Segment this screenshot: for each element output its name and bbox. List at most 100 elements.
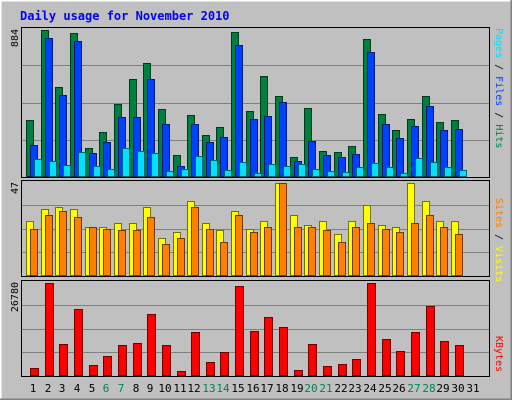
bar-kbytes-12: [191, 332, 200, 376]
bar-files-30: [455, 129, 463, 177]
x-tick-label-25: 25: [378, 382, 391, 395]
bar-pages-24: [371, 163, 379, 177]
panel-hits-max-label: 884: [10, 29, 21, 47]
x-axis-day-labels: 1 2 3 4 5 6 7 8 9 10 11 12 13 14 15 16 17 18 19 20 21 22 23 24 2…: [30, 382, 480, 395]
x-tick-label-10: 10: [158, 382, 171, 395]
bar-sites-28: [426, 215, 434, 276]
bar-sites-6: [103, 229, 111, 276]
bar-files-3: [59, 95, 67, 177]
bar-kbytes-26: [396, 351, 405, 376]
bar-kbytes-16: [250, 331, 259, 376]
x-tick-label-30: 30: [451, 382, 464, 395]
legend-part: Visits: [493, 246, 504, 282]
x-tick-label-6: 6: [103, 382, 110, 395]
x-tick-label-23: 23: [348, 382, 361, 395]
bar-kbytes-27: [411, 332, 420, 376]
bar-kbytes-21: [323, 366, 332, 376]
x-tick-label-28: 28: [422, 382, 435, 395]
bar-pages-22: [342, 172, 350, 177]
bar-sites-15: [235, 215, 243, 276]
bar-pages-5: [93, 166, 101, 177]
bar-sites-16: [250, 232, 258, 276]
bar-pages-28: [430, 162, 438, 177]
legend-part: Pages: [493, 28, 504, 58]
bar-kbytes-10: [162, 345, 171, 376]
bar-pages-12: [195, 156, 203, 177]
bar-kbytes-23: [352, 359, 361, 376]
bar-pages-3: [63, 165, 71, 177]
bar-sites-11: [177, 238, 185, 276]
bar-pages-11: [181, 169, 189, 177]
legend-part: KBytes: [493, 336, 504, 372]
x-tick-label-5: 5: [89, 382, 96, 395]
legend-part: /: [493, 228, 504, 246]
x-tick-label-31: 31: [466, 382, 479, 395]
bar-pages-23: [356, 167, 364, 177]
bar-kbytes-19: [294, 370, 303, 376]
bar-sites-17: [264, 227, 272, 276]
bar-sites-29: [440, 227, 448, 276]
panel-kbytes-max-label: 26780: [10, 282, 21, 312]
bar-pages-26: [400, 173, 408, 177]
bar-pages-16: [254, 173, 262, 177]
bar-files-26: [396, 138, 404, 177]
bar-sites-1: [30, 229, 38, 276]
x-tick-label-11: 11: [173, 382, 186, 395]
bar-pages-6: [107, 169, 115, 177]
bar-sites-3: [59, 211, 67, 276]
bar-sites-4: [74, 217, 82, 276]
x-tick-label-19: 19: [290, 382, 303, 395]
panel-hits-legend: Pages / Files / Hits: [493, 28, 504, 148]
x-tick-label-14: 14: [216, 382, 230, 395]
bar-sites-24: [367, 223, 375, 276]
legend-part: Hits: [493, 124, 504, 148]
bar-kbytes-17: [264, 317, 273, 376]
bar-kbytes-9: [147, 314, 156, 376]
bar-sites-19: [294, 227, 302, 276]
bar-sites-9: [147, 217, 155, 276]
panel-visits-border: [21, 180, 490, 277]
bar-kbytes-8: [133, 343, 142, 376]
bar-kbytes-14: [220, 352, 229, 376]
legend-part: /: [493, 106, 504, 124]
bar-kbytes-29: [440, 341, 449, 376]
bar-kbytes-25: [382, 339, 391, 376]
bar-kbytes-20: [308, 344, 317, 376]
x-tick-label-24: 24: [363, 382, 377, 395]
x-tick-label-17: 17: [260, 382, 273, 395]
bar-pages-18: [283, 166, 291, 177]
panel-visits-max-label: 47: [10, 182, 21, 194]
bar-pages-20: [312, 169, 320, 177]
bar-kbytes-24: [367, 283, 376, 376]
bar-kbytes-28: [426, 306, 435, 376]
bar-files-18: [279, 102, 287, 177]
bar-kbytes-11: [177, 371, 186, 376]
bar-sites-30: [455, 234, 463, 276]
bar-pages-10: [166, 171, 174, 177]
bar-pages-14: [224, 170, 232, 177]
x-tick-label-8: 8: [133, 382, 140, 395]
bar-kbytes-7: [118, 345, 127, 376]
panel-kbytes-legend: KBytes: [493, 336, 504, 372]
legend-part: Sites: [493, 198, 504, 228]
bar-pages-25: [386, 167, 394, 177]
bar-sites-20: [308, 227, 316, 276]
bar-files-24: [367, 52, 375, 177]
bar-sites-7: [118, 230, 126, 276]
bar-kbytes-13: [206, 362, 215, 376]
legend-part: /: [493, 58, 504, 76]
bar-pages-17: [268, 164, 276, 177]
x-tick-label-21: 21: [319, 382, 332, 395]
panel-kbytes-border: [21, 280, 490, 377]
x-tick-label-4: 4: [74, 382, 81, 395]
x-tick-label-29: 29: [436, 382, 449, 395]
bar-sites-25: [382, 229, 390, 276]
bar-kbytes-6: [103, 356, 112, 376]
x-tick-label-22: 22: [334, 382, 347, 395]
bar-pages-19: [298, 164, 306, 177]
bar-files-16: [250, 119, 258, 177]
bar-kbytes-5: [89, 365, 98, 376]
bar-files-10: [162, 124, 170, 177]
bar-sites-27: [411, 223, 419, 276]
bar-pages-9: [151, 153, 159, 177]
